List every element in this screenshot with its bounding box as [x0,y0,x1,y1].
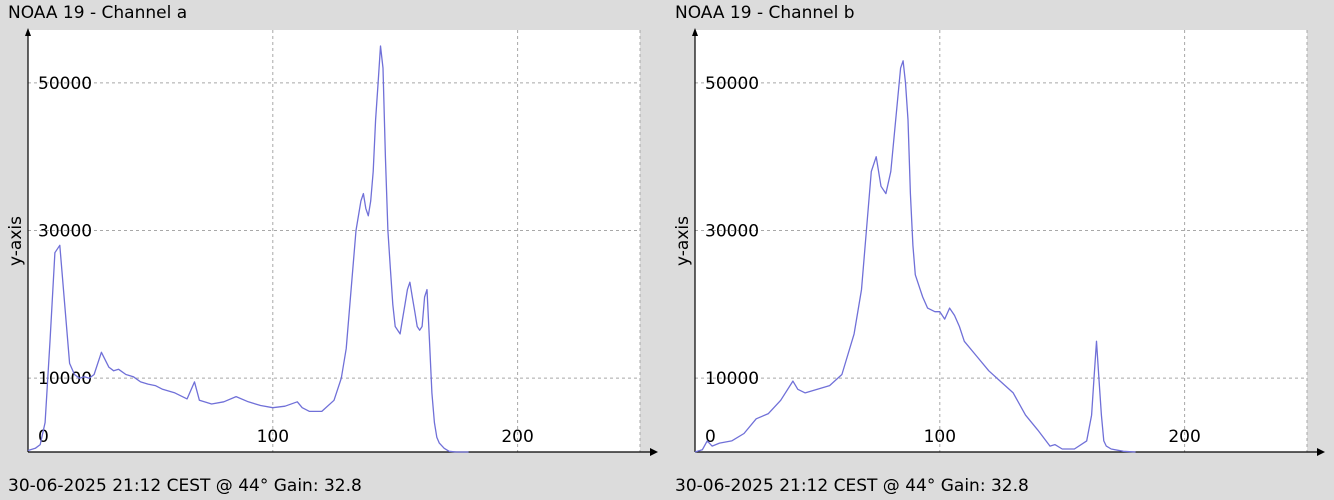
y-axis-label: y-axis [6,216,26,266]
plot-area [695,30,1307,452]
x-tick-label: 100 [257,427,289,447]
y-tick-label: 50000 [38,74,92,94]
y-axis-arrow [25,28,31,36]
series-line [694,60,1136,453]
capture-info: 30-06-2025 21:12 CEST @ 44° Gain: 32.8 [675,476,1029,496]
y-tick-label: 10000 [705,369,759,389]
x-tick-label: 200 [1168,427,1200,447]
x-tick-label: 0 [38,427,49,447]
channel-b-panel: NOAA 19 - Channel b y-axis 10000 30000 5000… [667,0,1327,500]
y-tick-label: 30000 [38,222,92,242]
capture-info: 30-06-2025 21:12 CEST @ 44° Gain: 32.8 [8,476,362,496]
x-tick-label: 100 [924,427,956,447]
channel-b-chart: y-axis 10000 30000 50000 0 100 200 [673,28,1325,456]
x-axis-arrow [1317,448,1325,456]
plot-area [28,30,640,452]
y-axis-arrow [692,28,698,36]
series-line [27,45,469,453]
y-tick-label: 50000 [705,74,759,94]
x-tick-label: 200 [501,427,533,447]
y-tick-label: 30000 [705,222,759,242]
x-tick-label: 0 [705,427,716,447]
channel-a-panel: NOAA 19 - Channel a y-axis 10000 30000 5000… [0,0,660,500]
chart-title: NOAA 19 - Channel a [8,3,188,23]
y-tick-label: 10000 [38,369,92,389]
x-axis-arrow [650,448,658,456]
channel-a-chart: y-axis 10000 30000 50000 0 100 200 [6,28,658,456]
y-axis-label: y-axis [673,216,693,266]
chart-title: NOAA 19 - Channel b [675,3,855,23]
